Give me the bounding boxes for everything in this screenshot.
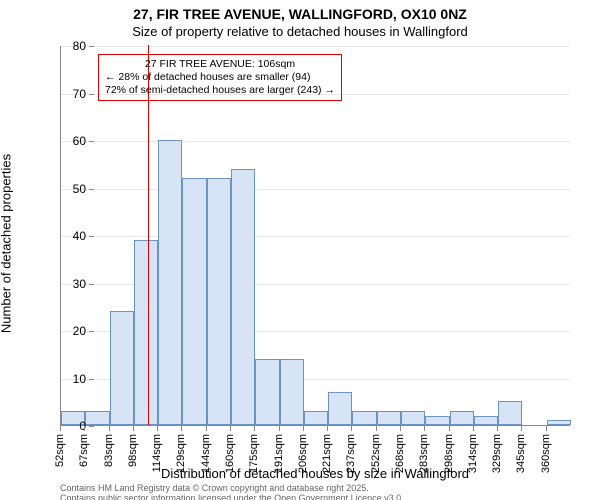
- y-tick-label: 10: [46, 372, 86, 386]
- histogram-bar: [352, 411, 376, 425]
- x-tick-label: 314sqm: [467, 434, 479, 474]
- x-tick-label: 252sqm: [370, 434, 382, 474]
- x-tick-label: 360sqm: [540, 434, 552, 474]
- histogram-bar: [280, 359, 304, 426]
- gridline: [61, 141, 570, 142]
- histogram-bar: [158, 140, 182, 425]
- annotation-line: 27 FIR TREE AVENUE: 106sqm: [105, 58, 335, 71]
- x-tick-label: 175sqm: [248, 434, 260, 474]
- x-tick-mark: [351, 426, 352, 431]
- chart-subtitle: Size of property relative to detached ho…: [0, 24, 600, 39]
- histogram-bar: [231, 169, 255, 426]
- x-tick-label: 221sqm: [321, 434, 333, 474]
- histogram-bar: [498, 401, 522, 425]
- x-tick-mark: [230, 426, 231, 431]
- y-tick-label: 20: [46, 324, 86, 338]
- x-tick-mark: [473, 426, 474, 431]
- x-tick-label: 237sqm: [345, 434, 357, 474]
- x-tick-mark: [303, 426, 304, 431]
- histogram-bar: [450, 411, 474, 425]
- y-tick-label: 50: [46, 182, 86, 196]
- x-tick-label: 67sqm: [78, 434, 90, 474]
- gridline: [61, 46, 570, 47]
- chart-title: 27, FIR TREE AVENUE, WALLINGFORD, OX10 0…: [0, 6, 600, 22]
- x-tick-mark: [327, 426, 328, 431]
- y-tick-label: 30: [46, 277, 86, 291]
- annotation-line: 72% of semi-detached houses are larger (…: [105, 84, 335, 97]
- x-tick-label: 191sqm: [273, 434, 285, 474]
- y-tick-label: 70: [46, 87, 86, 101]
- x-tick-mark: [157, 426, 158, 431]
- histogram-bar: [255, 359, 279, 426]
- x-tick-mark: [206, 426, 207, 431]
- x-tick-mark: [84, 426, 85, 431]
- x-tick-mark: [133, 426, 134, 431]
- x-tick-mark: [546, 426, 547, 431]
- y-tick-label: 40: [46, 229, 86, 243]
- chart-plot-area: [60, 46, 570, 426]
- histogram-bar: [85, 411, 109, 425]
- y-tick-label: 60: [46, 134, 86, 148]
- annotation-line: ← 28% of detached houses are smaller (94…: [105, 71, 335, 84]
- histogram-bar: [401, 411, 425, 425]
- x-tick-label: 268sqm: [394, 434, 406, 474]
- x-tick-mark: [60, 426, 61, 431]
- x-tick-label: 98sqm: [127, 434, 139, 474]
- histogram-bar: [547, 420, 571, 425]
- x-tick-label: 298sqm: [443, 434, 455, 474]
- x-tick-mark: [181, 426, 182, 431]
- histogram-bar: [207, 178, 231, 425]
- x-tick-mark: [254, 426, 255, 431]
- property-marker-line: [148, 45, 149, 425]
- x-tick-mark: [400, 426, 401, 431]
- x-tick-label: 144sqm: [200, 434, 212, 474]
- x-tick-label: 283sqm: [418, 434, 430, 474]
- histogram-bar: [377, 411, 401, 425]
- x-tick-label: 160sqm: [224, 434, 236, 474]
- x-tick-label: 206sqm: [297, 434, 309, 474]
- x-tick-label: 52sqm: [54, 434, 66, 474]
- x-tick-mark: [521, 426, 522, 431]
- x-tick-label: 114sqm: [151, 434, 163, 474]
- y-axis-label: Number of detached properties: [0, 154, 14, 333]
- histogram-bar: [328, 392, 352, 425]
- histogram-bar: [134, 240, 158, 425]
- gridline: [61, 189, 570, 190]
- histogram-bar: [474, 416, 498, 426]
- annotation-box: 27 FIR TREE AVENUE: 106sqm← 28% of detac…: [98, 54, 342, 101]
- x-tick-mark: [109, 426, 110, 431]
- x-tick-mark: [497, 426, 498, 431]
- gridline: [61, 236, 570, 237]
- histogram-bar: [425, 416, 449, 426]
- y-tick-label: 0: [46, 419, 86, 433]
- attribution-line-2: Contains public sector information licen…: [60, 494, 590, 500]
- x-tick-label: 83sqm: [103, 434, 115, 474]
- x-tick-label: 345sqm: [515, 434, 527, 474]
- x-tick-mark: [376, 426, 377, 431]
- histogram-bar: [110, 311, 134, 425]
- attribution-text: Contains HM Land Registry data © Crown c…: [60, 484, 590, 500]
- histogram-bar: [304, 411, 328, 425]
- y-tick-label: 80: [46, 39, 86, 53]
- x-tick-label: 129sqm: [175, 434, 187, 474]
- x-tick-mark: [424, 426, 425, 431]
- x-tick-mark: [279, 426, 280, 431]
- x-tick-label: 329sqm: [491, 434, 503, 474]
- x-tick-mark: [449, 426, 450, 431]
- histogram-bar: [182, 178, 206, 425]
